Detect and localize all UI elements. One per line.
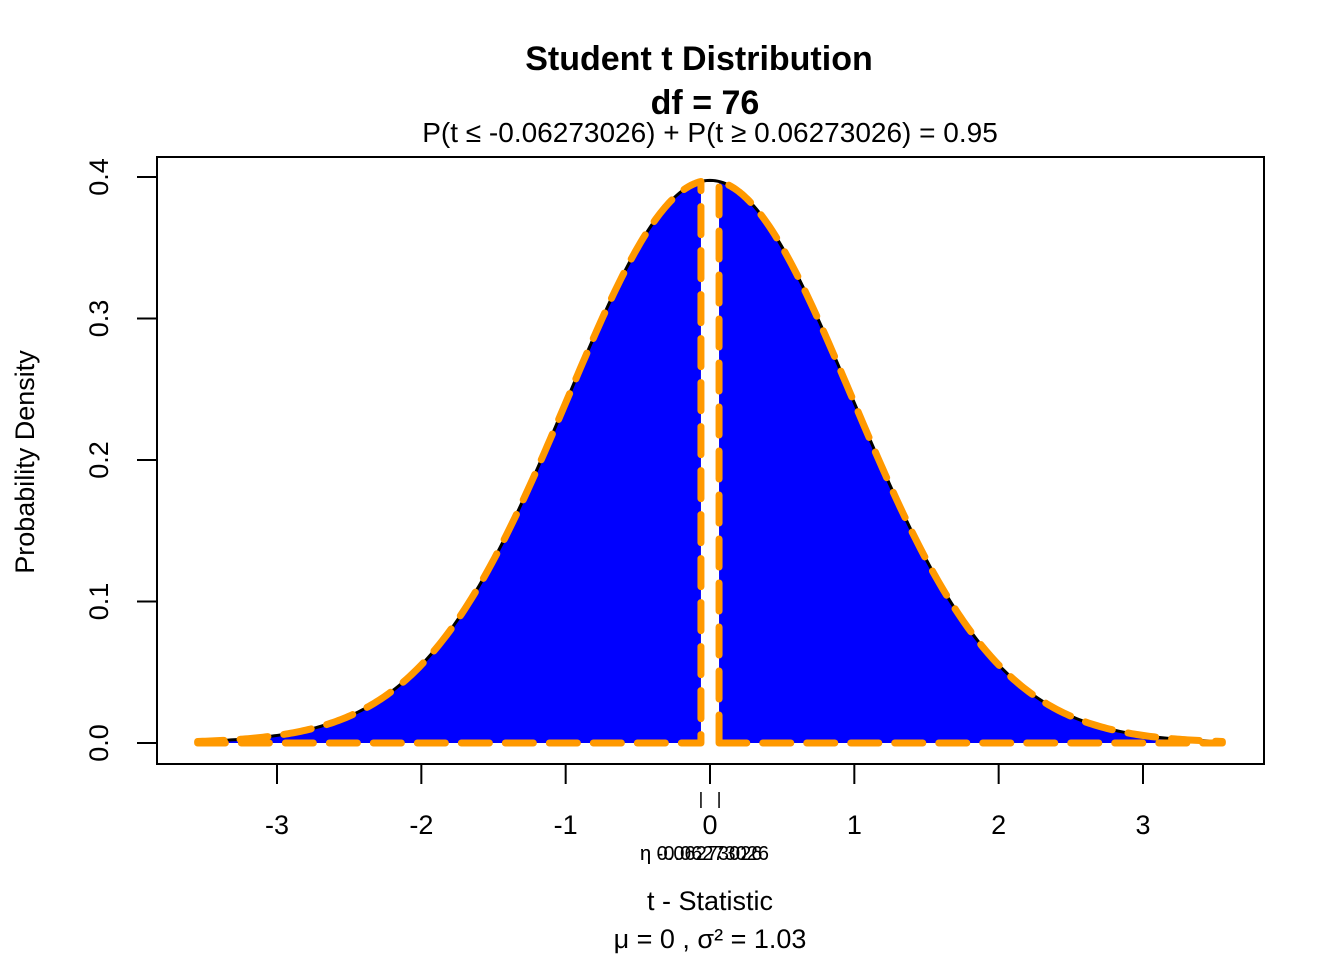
chart-subtitle: P(t ≤ -0.06273026) + P(t ≥ 0.06273026) =…: [422, 117, 998, 148]
y-axis: 0.0 0.1 0.2 0.3 0.4: [84, 158, 158, 762]
x-tick-label: 3: [1135, 810, 1150, 840]
y-tick-label: 0.4: [84, 158, 114, 196]
x-tick-label: 2: [991, 810, 1006, 840]
x-axis-label-params: μ = 0 , σ² = 1.03: [614, 924, 807, 954]
critical-label: η -0.06273026: [640, 843, 769, 865]
x-tick-label: -1: [554, 810, 578, 840]
chart-title-df: df = 76: [651, 84, 760, 122]
shaded-region-right: [719, 181, 1223, 744]
x-tick-label: 0: [702, 810, 717, 840]
x-tick-label: -3: [265, 810, 289, 840]
critical-label: η 0.06273026: [640, 843, 762, 865]
region-outline: [194, 177, 705, 747]
y-tick-label: 0.2: [84, 441, 114, 479]
density-curve: [197, 178, 1223, 743]
x-axis-label: t - Statistic: [647, 886, 773, 916]
x-axis: -3 -2 -1 0 1 2 3: [265, 763, 1151, 840]
x-tick-label: 1: [847, 810, 862, 840]
y-tick-label: 0.3: [84, 300, 114, 338]
shaded-region-left: [197, 181, 701, 744]
region-outline: [715, 177, 1226, 747]
shaded-area: [197, 181, 1223, 744]
region-outline-dashed: [194, 177, 1226, 747]
y-axis-label: Probability Density: [10, 350, 40, 574]
chart-title: Student t Distribution: [525, 40, 873, 78]
y-tick-label: 0.0: [84, 724, 114, 762]
x-tick-label: -2: [409, 810, 433, 840]
y-tick-label: 0.1: [84, 583, 114, 621]
plot-border: [156, 156, 1265, 765]
